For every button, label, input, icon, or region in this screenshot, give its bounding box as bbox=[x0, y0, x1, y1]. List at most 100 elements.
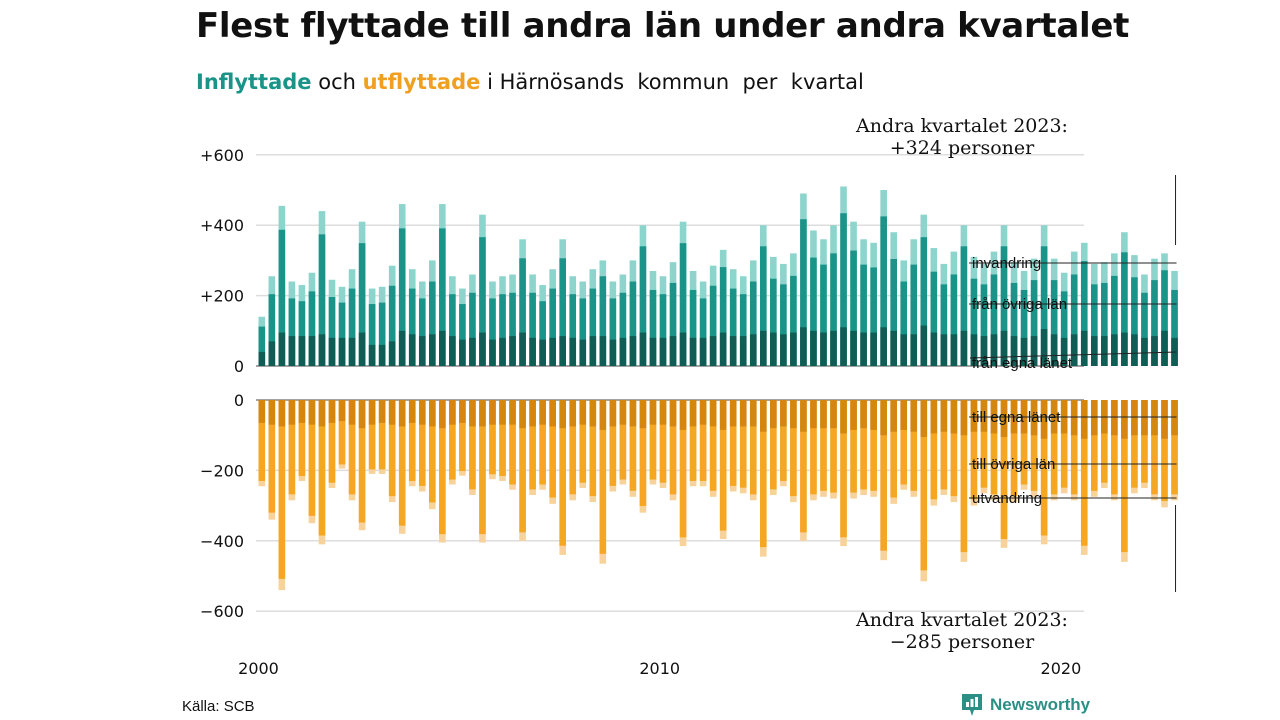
bar-inflow-egna bbox=[499, 337, 506, 366]
bar-inflow-ovriga bbox=[408, 288, 416, 366]
bar-outflow-egna bbox=[729, 400, 737, 427]
bar-outflow-ovriga bbox=[318, 400, 326, 536]
bar-inflow-egna bbox=[940, 334, 948, 366]
bar-outflow-egna bbox=[790, 400, 797, 429]
series-label-fran-egna-lanet: från egna länet bbox=[972, 355, 1073, 372]
bar-outflow-egna bbox=[539, 400, 546, 425]
bar-inflow-egna bbox=[1020, 337, 1028, 366]
bar-inflow-ovriga bbox=[880, 216, 887, 366]
bar-outflow-ovriga bbox=[1000, 400, 1008, 540]
bar-outflow-egna bbox=[1080, 400, 1088, 439]
bar-outflow-egna bbox=[378, 400, 386, 423]
y-tick-label: −600 bbox=[200, 602, 244, 621]
bar-inflow-egna bbox=[268, 341, 276, 366]
bar-inflow-ovriga bbox=[459, 304, 466, 366]
bar-inflow-egna bbox=[820, 332, 827, 366]
bar-outflow-ovriga bbox=[479, 400, 486, 535]
bar-outflow-egna bbox=[1070, 400, 1078, 436]
bar-outflow-ovriga bbox=[449, 400, 456, 480]
bar-outflow-ovriga bbox=[439, 400, 446, 535]
series-label-till-ovriga-lan: till övriga län bbox=[972, 456, 1055, 473]
bar-inflow-egna bbox=[1141, 337, 1148, 366]
bar-outflow-egna bbox=[348, 400, 356, 425]
bar-outflow-egna bbox=[529, 400, 536, 427]
bar-outflow-ovriga bbox=[288, 400, 296, 495]
x-tick-label: 2020 bbox=[1041, 659, 1082, 678]
bar-outflow-ovriga bbox=[1040, 400, 1048, 536]
bar-outflow-egna bbox=[469, 400, 476, 427]
bar-inflow-egna bbox=[258, 351, 266, 366]
bar-inflow-egna bbox=[659, 337, 667, 366]
bar-outflow-egna bbox=[338, 400, 346, 422]
bar-inflow-egna bbox=[358, 332, 366, 366]
bar-inflow-ovriga bbox=[258, 326, 266, 366]
bar-inflow-ovriga bbox=[499, 294, 506, 366]
bar-outflow-egna bbox=[870, 400, 877, 430]
bar-outflow-egna bbox=[1131, 400, 1138, 436]
bar-inflow-ovriga bbox=[1010, 282, 1018, 366]
bar-inflow-egna bbox=[629, 336, 637, 366]
bar-inflow-ovriga bbox=[489, 298, 496, 366]
bar-outflow-ovriga bbox=[679, 400, 687, 538]
bar-outflow-egna bbox=[398, 400, 406, 427]
subtitle-outflow: utflyttade bbox=[362, 70, 481, 94]
bar-inflow-egna bbox=[368, 344, 376, 366]
bar-outflow-ovriga bbox=[1101, 400, 1108, 483]
bar-outflow-ovriga bbox=[990, 400, 998, 495]
bar-outflow-ovriga bbox=[338, 400, 346, 465]
bar-outflow-ovriga bbox=[429, 400, 436, 503]
bar-outflow-egna bbox=[368, 400, 376, 425]
bar-inflow-ovriga bbox=[659, 294, 667, 366]
bar-outflow-ovriga bbox=[629, 400, 637, 491]
bar-outflow-ovriga bbox=[780, 400, 787, 481]
bar-outflow-egna bbox=[1161, 400, 1168, 439]
bar-inflow-ovriga bbox=[790, 275, 797, 366]
bar-inflow-ovriga bbox=[649, 289, 657, 366]
bar-inflow-egna bbox=[429, 334, 436, 366]
bar-outflow-ovriga bbox=[749, 400, 757, 495]
bar-inflow-egna bbox=[1080, 330, 1088, 366]
bar-outflow-ovriga bbox=[388, 400, 396, 497]
bar-inflow-ovriga bbox=[719, 267, 727, 366]
bar-outflow-ovriga bbox=[268, 400, 276, 513]
bar-inflow-ovriga bbox=[429, 281, 436, 366]
bar-outflow-ovriga bbox=[529, 400, 536, 490]
bar-outflow-egna bbox=[1121, 400, 1128, 439]
bar-outflow-egna bbox=[840, 400, 847, 434]
bar-inflow-ovriga bbox=[770, 278, 777, 366]
bar-inflow-egna bbox=[378, 344, 386, 366]
bar-inflow-egna bbox=[549, 337, 556, 366]
bar-outflow-egna bbox=[619, 400, 627, 425]
bar-outflow-egna bbox=[980, 400, 988, 432]
bar-inflow-egna bbox=[699, 337, 707, 366]
bar-outflow-ovriga bbox=[850, 400, 857, 493]
bar-outflow-egna bbox=[890, 400, 897, 432]
bar-outflow-egna bbox=[880, 400, 887, 436]
y-tick-label: −200 bbox=[200, 461, 244, 480]
y-tick-label: +400 bbox=[200, 216, 244, 235]
bar-outflow-ovriga bbox=[950, 400, 958, 497]
bar-inflow-egna bbox=[418, 336, 426, 366]
bar-inflow-ovriga bbox=[519, 258, 526, 366]
bar-outflow-ovriga bbox=[810, 400, 817, 495]
bar-inflow-ovriga bbox=[1141, 292, 1148, 366]
bar-outflow-egna bbox=[719, 400, 727, 430]
bar-outflow-ovriga bbox=[1141, 400, 1148, 483]
chart-subtitle: Inflyttade och utflyttade i Härnösands k… bbox=[196, 70, 864, 94]
bar-outflow-egna bbox=[449, 400, 456, 425]
bar-inflow-egna bbox=[308, 336, 316, 366]
bar-inflow-egna bbox=[790, 332, 797, 366]
bar-inflow-egna bbox=[800, 327, 807, 366]
bar-inflow-egna bbox=[328, 337, 336, 366]
bar-outflow-ovriga bbox=[1171, 400, 1178, 495]
bar-inflow-egna bbox=[960, 330, 968, 366]
bar-inflow-ovriga bbox=[318, 234, 326, 366]
bar-inflow-ovriga bbox=[1131, 277, 1138, 366]
bar-outflow-ovriga bbox=[1151, 400, 1158, 495]
bar-outflow-ovriga bbox=[418, 400, 426, 486]
bar-outflow-ovriga bbox=[378, 400, 386, 470]
bar-outflow-egna bbox=[1111, 400, 1118, 436]
bar-outflow-egna bbox=[709, 400, 717, 427]
bar-inflow-egna bbox=[569, 337, 577, 366]
bar-outflow-egna bbox=[960, 400, 968, 436]
